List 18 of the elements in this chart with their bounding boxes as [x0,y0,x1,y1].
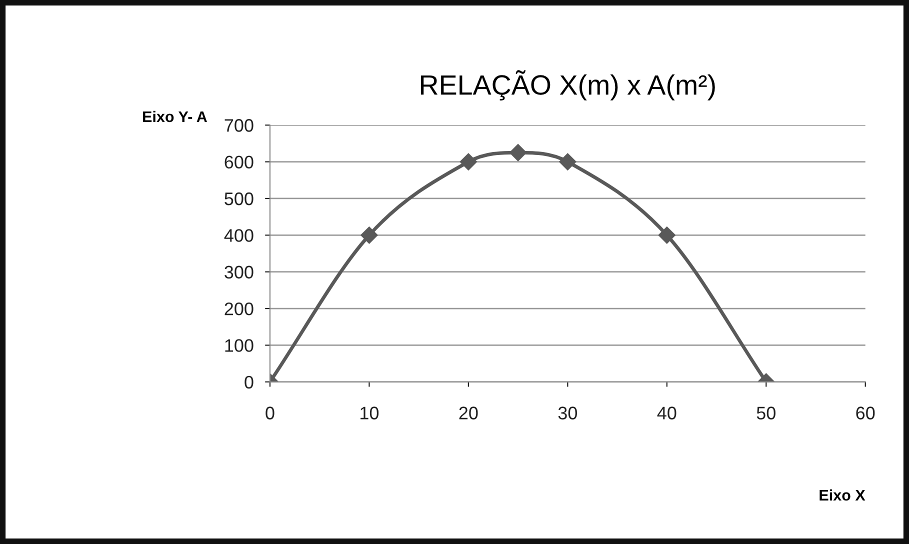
y-tick-label: 400 [224,229,254,242]
y-tick-label: 300 [224,266,254,279]
x-axis-title: Eixo X [820,489,866,501]
y-axis-title: Eixo Y- A [143,110,207,122]
chart-title: RELAÇÃO X(m) x A(m²) [421,70,715,100]
x-tick-label: 60 [856,406,875,420]
x-tick-label: 10 [360,406,379,420]
y-tick-label: 600 [224,156,254,169]
y-tick-label: 0 [244,376,254,389]
y-tick-label: 700 [224,119,254,132]
y-tick-label: 100 [225,339,254,352]
x-tick-label: 30 [558,406,578,420]
y-tick-label: 500 [224,192,254,206]
x-tick-label: 0 [266,406,274,420]
x-tick-label: 50 [756,406,776,420]
x-tick-label: 40 [657,406,676,420]
y-tick-label: 200 [224,302,254,316]
x-tick-label: 20 [459,406,478,420]
